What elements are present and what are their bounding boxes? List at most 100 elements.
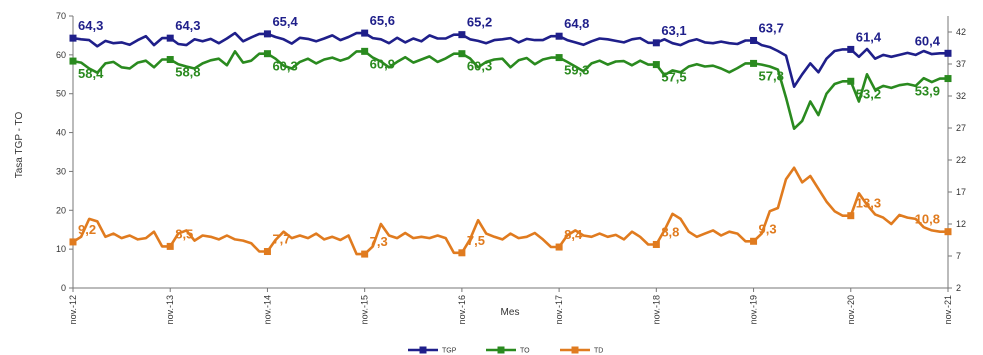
series-marker-to: [847, 77, 855, 85]
data-label-to: 60,9: [370, 56, 395, 71]
data-label-to: 60,3: [467, 59, 492, 74]
data-label-tgp: 63,1: [661, 23, 686, 38]
series-marker-td: [263, 248, 271, 256]
data-label-tgp: 64,8: [564, 16, 589, 31]
series-marker-tgp: [555, 32, 563, 40]
data-label-td: 8,5: [175, 226, 193, 241]
y-tick-label: 50: [56, 89, 66, 99]
series-marker-td: [750, 237, 758, 245]
series-marker-tgp: [166, 34, 174, 42]
x-tick-label: nov.-21: [943, 295, 953, 324]
series-marker-to: [458, 50, 466, 58]
series-marker-td: [847, 212, 855, 220]
x-tick-label: nov.-13: [165, 295, 175, 324]
series-marker-tgp: [69, 34, 77, 42]
data-label-tgp: 60,4: [915, 33, 941, 48]
legend-marker-to: [497, 346, 505, 354]
y-axis-title: Tasa TGP - TO: [14, 112, 25, 179]
series-marker-to: [166, 56, 174, 64]
legend-marker-tgp: [419, 346, 427, 354]
data-label-to: 60,3: [272, 59, 297, 74]
y2-tick-label: 42: [956, 27, 966, 37]
series-line-to: [72, 50, 948, 130]
data-label-tgp: 63,7: [759, 20, 784, 35]
series-marker-to: [944, 75, 952, 83]
y2-tick-label: 17: [956, 187, 966, 197]
data-label-tgp: 65,2: [467, 15, 492, 30]
y2-tick-label: 12: [956, 219, 966, 229]
x-tick-label: nov.-17: [554, 295, 564, 324]
data-label-to: 59,3: [564, 63, 589, 78]
series-marker-to: [69, 57, 77, 65]
y-tick-label: 30: [56, 166, 66, 176]
y2-tick-label: 27: [956, 123, 966, 133]
series-marker-tgp: [750, 36, 758, 44]
data-label-td: 13,3: [856, 196, 881, 211]
data-label-td: 8,4: [564, 227, 583, 242]
data-label-td: 7,3: [370, 234, 388, 249]
data-label-to: 53,2: [856, 86, 881, 101]
legend-label-tgp: TGP: [442, 348, 457, 355]
y2-tick-label: 37: [956, 59, 966, 69]
series-marker-to: [263, 50, 271, 58]
y2-tick-label: 7: [956, 251, 961, 261]
series-marker-tgp: [458, 31, 466, 39]
data-label-td: 8,8: [661, 224, 679, 239]
data-label-td: 7,7: [272, 232, 290, 247]
series-marker-to: [652, 61, 660, 69]
data-label-to: 58,4: [78, 66, 104, 81]
y-tick-label: 0: [61, 283, 66, 293]
data-label-td: 7,5: [467, 233, 485, 248]
data-label-tgp: 65,6: [370, 13, 395, 28]
series-marker-td: [69, 238, 77, 246]
x-axis-title: Mes: [501, 307, 520, 318]
legend: TGP TO TD: [408, 346, 603, 355]
series-marker-td: [555, 243, 563, 251]
data-label-to: 57,5: [661, 70, 686, 85]
legend-label-to: TO: [520, 348, 530, 355]
data-label-td: 9,2: [78, 222, 96, 237]
series-marker-td: [944, 228, 952, 236]
x-tick-label: nov.-15: [360, 295, 370, 324]
series-marker-to: [555, 54, 563, 62]
series-marker-tgp: [361, 29, 369, 37]
data-label-tgp: 65,4: [272, 14, 298, 29]
y-tick-label: 40: [56, 128, 66, 138]
x-tick-label: nov.-20: [846, 295, 856, 324]
data-labels: 64,3 64,3 65,4 65,6 65,2 64,8 63,1 63,7 61,4 60,4…: [78, 13, 941, 249]
series-marker-tgp: [652, 39, 660, 47]
series-marker-td: [458, 249, 466, 257]
series-line-td: [72, 166, 948, 256]
series-marker-to: [361, 47, 369, 55]
y2-tick-label: 2: [956, 283, 961, 293]
series-marker-td: [166, 242, 174, 250]
series-layer: [69, 29, 952, 258]
y-tick-label: 10: [56, 244, 66, 254]
legend-label-td: TD: [594, 348, 603, 355]
x-tick-label: nov.-14: [262, 295, 272, 324]
y2-tick-label: 22: [956, 155, 966, 165]
data-label-tgp: 64,3: [78, 18, 103, 33]
y2-tick-label: 32: [956, 91, 966, 101]
series-marker-td: [652, 240, 660, 248]
data-label-to: 57,8: [759, 68, 784, 83]
y-tick-label: 70: [56, 11, 66, 21]
data-label-tgp: 61,4: [856, 29, 882, 44]
x-tick-label: nov.-19: [749, 295, 759, 324]
series-line-tgp: [72, 31, 948, 88]
series-marker-td: [361, 250, 369, 258]
x-tick-label: nov.-12: [68, 295, 78, 324]
legend-marker-td: [571, 346, 579, 354]
data-label-to: 53,9: [915, 84, 940, 99]
y-tick-label: 60: [56, 50, 66, 60]
series-marker-tgp: [263, 30, 271, 38]
data-label-tgp: 64,3: [175, 18, 200, 33]
y-tick-label: 20: [56, 205, 66, 215]
x-tick-label: nov.-16: [457, 295, 467, 324]
series-marker-tgp: [944, 49, 952, 57]
x-tick-label: nov.-18: [651, 295, 661, 324]
series-marker-to: [750, 59, 758, 67]
data-label-to: 58,8: [175, 65, 200, 80]
